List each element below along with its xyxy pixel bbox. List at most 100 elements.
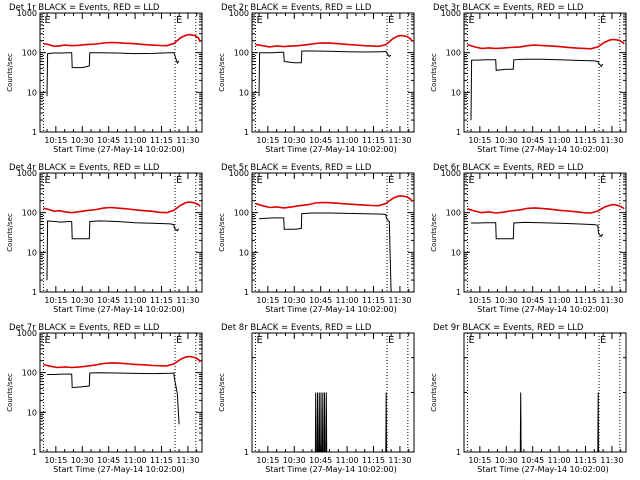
y-tick-label: 1000 [17, 169, 37, 178]
event-marker-label: E [257, 175, 263, 186]
x-tick-label: 11:00 [548, 136, 571, 145]
y-tick-label: 1 [32, 128, 37, 137]
x-tick-label: 10:30 [495, 296, 518, 305]
y-axis-label: Counts/sec [6, 373, 14, 412]
event-marker-label: E [257, 15, 263, 26]
y-axis-label: Counts/sec [6, 213, 14, 252]
chart-title: Det 9r BLACK = Events, RED = LLD [433, 323, 584, 333]
y-tick-label: 10 [239, 88, 249, 97]
event-marker-label: E [600, 175, 606, 186]
chart-title: Det 7r BLACK = Events, RED = LLD [9, 323, 160, 333]
x-tick-label: 11:30 [176, 136, 199, 145]
y-tick-label: 1000 [17, 329, 37, 338]
x-tick-label: 11:15 [574, 136, 597, 145]
x-tick-label: 10:30 [283, 296, 306, 305]
x-tick-label: 10:15 [256, 136, 279, 145]
x-tick-label: 10:45 [521, 296, 544, 305]
x-tick-label: 10:45 [521, 136, 544, 145]
event-marker-label: E [600, 335, 606, 346]
y-tick-label: 100 [446, 49, 461, 58]
x-tick-label: 11:30 [600, 136, 623, 145]
y-tick-label: 10 [27, 248, 37, 257]
x-tick-label: 10:30 [71, 296, 94, 305]
x-tick-label: 11:00 [336, 136, 359, 145]
x-axis-label: Start Time (27-May-14 10:02:00) [477, 305, 608, 314]
x-tick-label: 10:30 [283, 136, 306, 145]
series-events-line [258, 50, 392, 97]
x-tick-label: 10:45 [97, 296, 120, 305]
series-events-line [47, 372, 180, 425]
y-tick-label: 100 [22, 209, 37, 218]
chart-panel: Det 3r BLACK = Events, RED = LLD 1 10 100 10… [430, 3, 627, 154]
x-axis-label: Start Time (27-May-14 10:02:00) [53, 145, 184, 154]
event-marker-label: E [45, 335, 51, 346]
y-tick-label: 1 [244, 128, 249, 137]
chart-panel: Det 7r BLACK = Events, RED = LLD 1 10 100 10… [6, 323, 203, 474]
chart-title: Det 1r BLACK = Events, RED = LLD [9, 3, 160, 13]
series-lld-line [467, 38, 625, 50]
event-marker-label: E [388, 15, 394, 26]
plot-frame [463, 12, 627, 133]
y-tick-label: 1 [456, 448, 461, 457]
x-axis-label: Start Time (27-May-14 10:02:00) [265, 145, 396, 154]
chart-panel: Det 8r BLACK = Events, RED = LLD 1 10:15 10… [218, 323, 415, 474]
x-tick-label: 11:15 [150, 296, 173, 305]
x-tick-label: 10:15 [468, 136, 491, 145]
x-axis-label: Start Time (27-May-14 10:02:00) [53, 465, 184, 474]
plot-frame [251, 12, 415, 133]
y-tick-label: 1 [32, 288, 37, 297]
y-axis-label: Counts/sec [218, 213, 226, 252]
event-marker-label: E [469, 15, 475, 26]
x-tick-label: 10:45 [521, 456, 544, 465]
y-tick-label: 100 [234, 49, 249, 58]
x-tick-label: 10:45 [309, 456, 332, 465]
x-tick-label: 11:30 [388, 136, 411, 145]
x-tick-label: 11:00 [548, 296, 571, 305]
x-tick-label: 11:30 [176, 296, 199, 305]
event-marker-label: E [469, 335, 475, 346]
event-marker-label: E [176, 175, 182, 186]
x-tick-label: 10:45 [97, 456, 120, 465]
series-events-line [471, 221, 604, 240]
x-tick-label: 10:15 [468, 296, 491, 305]
x-tick-label: 11:00 [336, 296, 359, 305]
y-axis-label: Counts/sec [430, 373, 438, 412]
series-lld-line [467, 203, 625, 214]
y-tick-label: 1 [244, 448, 249, 457]
series-lld-line [255, 34, 413, 48]
chart-title: Det 3r BLACK = Events, RED = LLD [433, 3, 584, 13]
y-tick-label: 1 [244, 288, 249, 297]
y-tick-label: 1 [456, 128, 461, 137]
x-tick-label: 10:15 [468, 456, 491, 465]
y-tick-label: 10 [27, 88, 37, 97]
y-tick-label: 10 [451, 248, 461, 257]
event-marker-label: E [600, 15, 606, 26]
y-axis-label: Counts/sec [218, 373, 226, 412]
x-tick-label: 11:30 [388, 296, 411, 305]
event-marker-label: E [388, 335, 394, 346]
plot-frame [463, 172, 627, 293]
event-marker-label: E [176, 335, 182, 346]
series-events-line [46, 220, 180, 281]
y-tick-label: 1 [32, 448, 37, 457]
x-tick-label: 10:30 [495, 136, 518, 145]
x-tick-label: 11:30 [600, 296, 623, 305]
x-tick-label: 10:45 [309, 296, 332, 305]
plot-frame [251, 332, 415, 453]
x-tick-label: 10:45 [309, 136, 332, 145]
x-tick-label: 10:15 [256, 296, 279, 305]
chart-title: Det 2r BLACK = Events, RED = LLD [221, 3, 372, 13]
y-tick-label: 10 [451, 88, 461, 97]
y-tick-label: 1 [456, 288, 461, 297]
series-events-line [314, 392, 387, 453]
x-tick-label: 10:30 [71, 456, 94, 465]
x-tick-label: 11:30 [600, 456, 623, 465]
y-tick-label: 10 [239, 248, 249, 257]
plot-frame [39, 332, 203, 453]
x-tick-label: 11:00 [124, 136, 147, 145]
x-tick-label: 11:30 [176, 456, 199, 465]
x-tick-label: 10:30 [495, 456, 518, 465]
x-tick-label: 10:15 [44, 296, 67, 305]
event-marker-label: E [388, 175, 394, 186]
chart-panel: Det 9r BLACK = Events, RED = LLD 1 10:15 10… [430, 323, 627, 474]
